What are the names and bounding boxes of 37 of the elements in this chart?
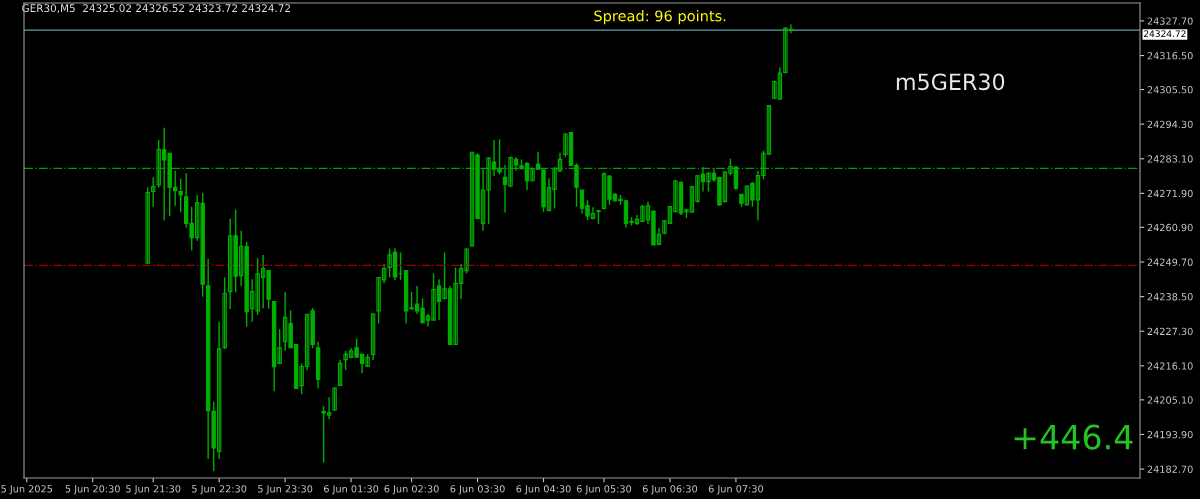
x-tick-label: 6 Jun 04:30 [516,485,571,495]
y-tick-label: 24238.50 [1147,293,1193,301]
y-tick-label: 24249.70 [1147,258,1193,266]
y-tick-label: 24227.30 [1147,327,1193,336]
annotation: GER30,M5 24325.02 24326.52 24323.72 24324.72 [22,4,290,14]
x-tick-label: 6 Jun 05:30 [576,485,632,495]
x-tick-label: 5 Jun 20:30 [65,485,120,495]
x-tick-label: 6 Jun 03:30 [450,485,505,495]
annotation: Spread: 96 points. [594,10,726,25]
x-tick-label: 6 Jun 01:30 [324,485,379,495]
candlestick [370,313,376,361]
y-tick-label: 24305.50 [1147,86,1193,94]
candlestick [332,387,337,412]
y-tick-label: 24271.90 [1147,189,1193,198]
y-tick-label: 24182.70 [1147,465,1193,473]
x-tick-label: 6 Jun 07:30 [708,485,764,495]
x-tick-label: 5 Jun 2025 [1,485,53,495]
ref-line-label: 24324.72 [1144,30,1186,38]
y-tick-label: 24193.90 [1147,430,1193,439]
candlestick [145,186,150,265]
y-tick-label: 24216.10 [1147,362,1193,370]
x-tick-label: 6 Jun 02:30 [384,485,439,495]
x-tick-label: 5 Jun 21:30 [126,485,181,495]
annotation: +446.4 [1014,424,1133,450]
y-tick-label: 24205.10 [1147,396,1193,404]
candlestick [222,276,227,350]
x-tick-label: 5 Jun 22:30 [192,485,247,495]
y-tick-label: 24327.70 [1147,17,1193,25]
x-tick-label: 5 Jun 23:30 [258,485,313,495]
y-tick-label: 24294.30 [1147,120,1193,128]
y-tick-label: 24316.50 [1147,52,1193,60]
annotation: m5GER30 [896,73,1005,91]
candlestick [178,177,183,213]
y-tick-label: 24260.90 [1147,223,1193,232]
x-tick-label: 6 Jun 06:30 [642,485,698,495]
candlestick [337,359,343,387]
y-tick-label: 24283.10 [1147,155,1193,163]
